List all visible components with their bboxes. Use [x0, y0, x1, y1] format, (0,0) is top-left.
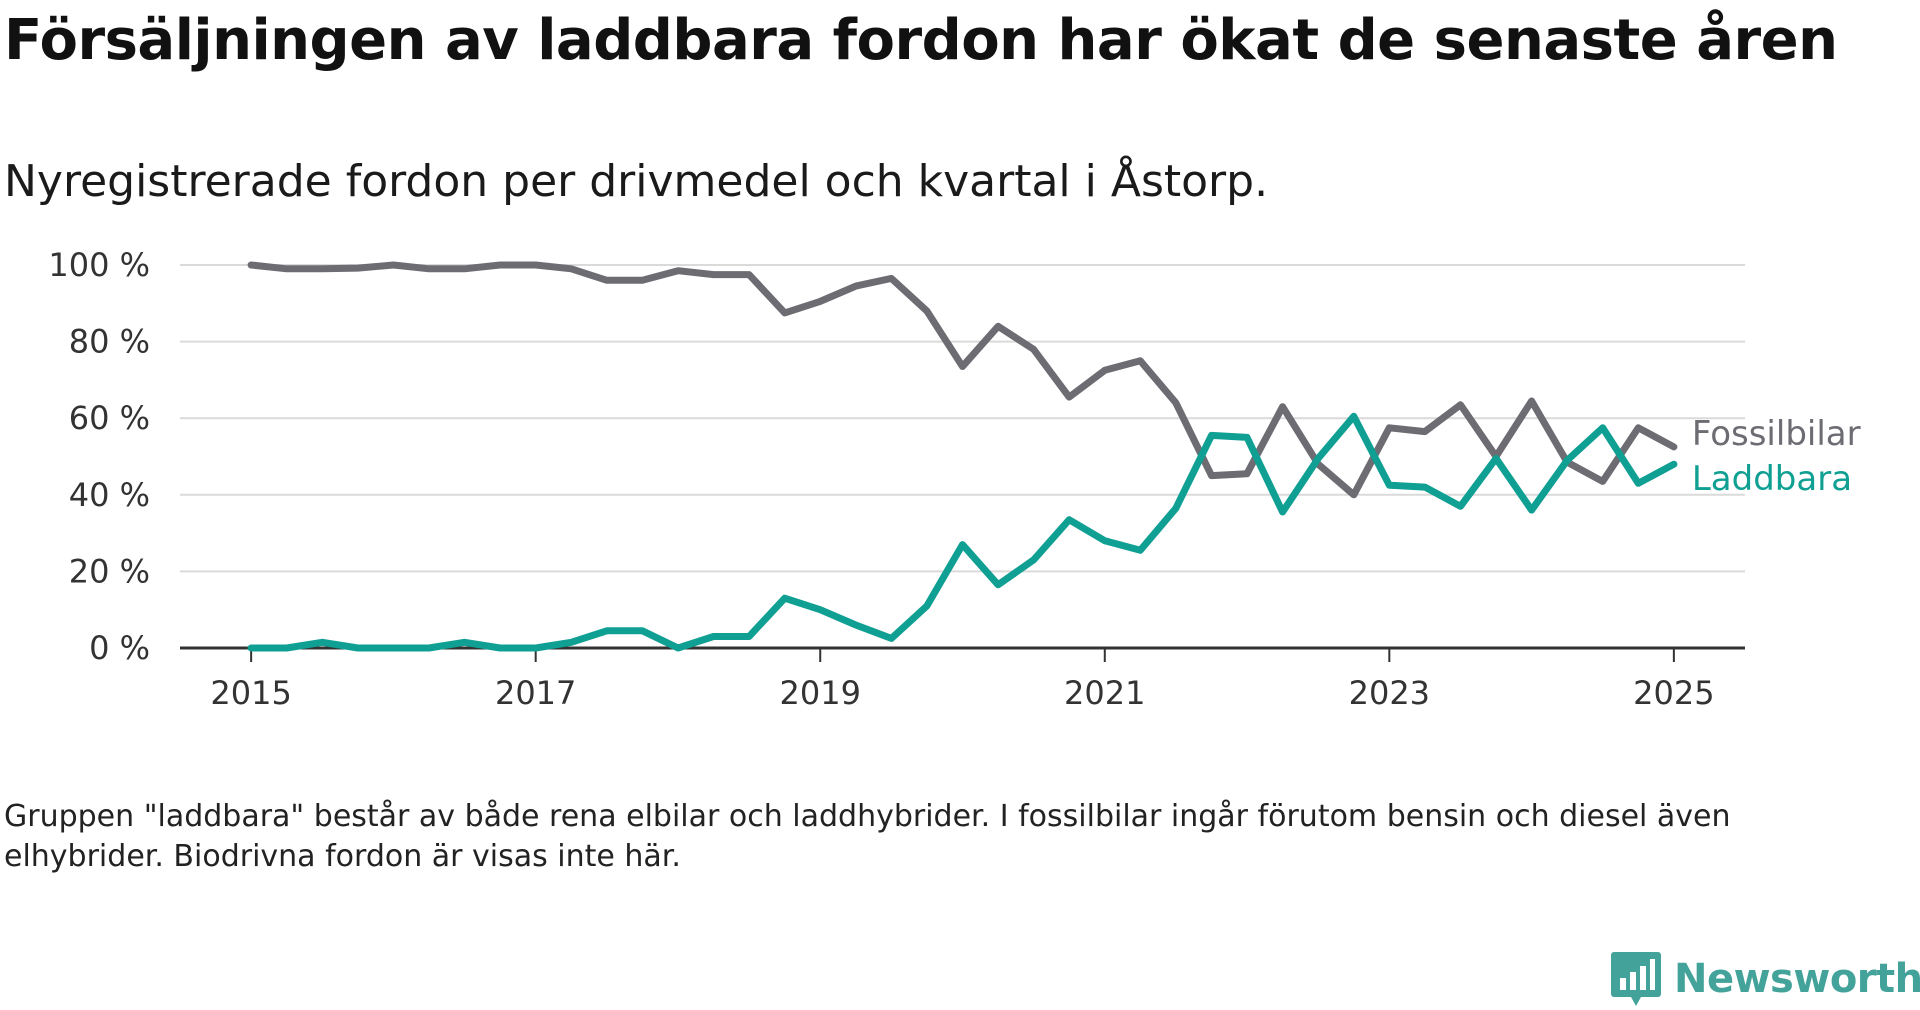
x-tick-label: 2021	[1064, 674, 1145, 712]
x-tick-label: 2019	[780, 674, 861, 712]
y-tick-label: 40 %	[69, 476, 150, 514]
y-tick-label: 60 %	[69, 399, 150, 437]
y-tick-label: 100 %	[48, 246, 150, 284]
footnote: Gruppen "laddbara" består av både rena e…	[4, 799, 1731, 874]
series-label-laddbara: Laddbara	[1692, 459, 1852, 499]
x-tick-label: 2015	[210, 674, 291, 712]
y-tick-label: 20 %	[69, 552, 150, 590]
x-tick-label: 2023	[1349, 674, 1430, 712]
series-line-laddbara	[247, 412, 1678, 652]
x-tick-label: 2025	[1633, 674, 1714, 712]
series-line-fossilbilar	[247, 261, 1678, 499]
brand-logo: Newsworthy	[1610, 950, 1920, 1008]
newsworthy-logo-icon	[1611, 952, 1661, 1006]
x-tick-label: 2017	[495, 674, 576, 712]
series-label-fossilbilar: Fossilbilar	[1692, 414, 1861, 454]
chart-title: Försäljningen av laddbara fordon har öka…	[4, 8, 1838, 73]
y-tick-label: 0 %	[89, 629, 150, 667]
brand-name: Newsworthy	[1674, 956, 1920, 1002]
line-chart: 0 % 20 % 40 % 60 % 80 % 100 % 2015 2017 2019 2021…	[48, 246, 1861, 712]
y-tick-label: 80 %	[69, 323, 150, 361]
chart-subtitle: Nyregistrerade fordon per drivmedel och …	[4, 156, 1269, 207]
